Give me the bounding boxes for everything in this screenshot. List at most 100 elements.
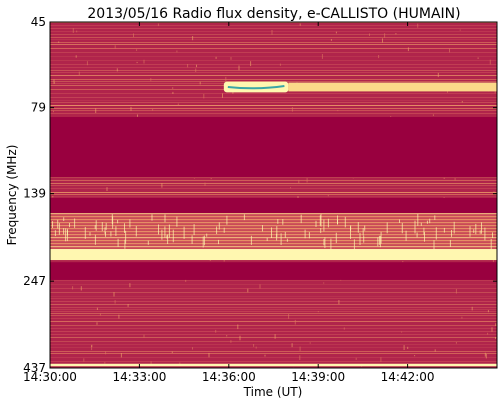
stripe-spike bbox=[112, 216, 114, 229]
stripe-spike bbox=[125, 230, 127, 244]
interference-speck bbox=[80, 286, 82, 291]
interference-speck bbox=[291, 107, 293, 112]
stripe-spike bbox=[330, 238, 332, 250]
stripe-spike bbox=[147, 240, 149, 245]
y-tick-label: 139 bbox=[23, 187, 46, 201]
stripe-spike bbox=[276, 226, 278, 237]
interference-speck bbox=[382, 38, 383, 43]
interference-speck bbox=[298, 179, 300, 184]
stripe-spike bbox=[335, 232, 337, 244]
channel-line bbox=[50, 280, 497, 281]
channel-line bbox=[50, 357, 497, 358]
stripe-spike bbox=[433, 240, 435, 250]
interference-speck bbox=[204, 182, 206, 186]
interference-speck bbox=[105, 351, 107, 355]
stripe-spike bbox=[286, 238, 288, 242]
stripe-spike bbox=[135, 226, 137, 237]
interference-speck bbox=[143, 334, 145, 338]
interference-speck bbox=[309, 342, 311, 344]
stripe bbox=[50, 243, 497, 245]
interference-speck bbox=[459, 29, 461, 31]
interference-speck bbox=[401, 331, 403, 333]
stripe bbox=[50, 216, 497, 218]
interference-speck bbox=[208, 352, 210, 358]
interference-speck bbox=[271, 30, 273, 35]
interference-speck bbox=[437, 72, 439, 78]
interference-speck bbox=[222, 93, 223, 98]
stripe-spike bbox=[117, 219, 119, 224]
x-tick-label: 14:39:00 bbox=[291, 370, 345, 384]
stripe-spike bbox=[243, 214, 245, 221]
interference-speck bbox=[120, 353, 122, 358]
bright-band bbox=[50, 363, 497, 367]
channel-line bbox=[50, 188, 497, 189]
stripe-spike bbox=[183, 226, 185, 239]
stripe-spike bbox=[203, 235, 205, 246]
stripe-spike bbox=[124, 239, 126, 249]
stripe-spike bbox=[172, 229, 174, 243]
stripe-spike bbox=[110, 231, 112, 237]
interference-speck bbox=[432, 114, 434, 116]
interference-speck bbox=[75, 55, 77, 58]
stripe-spike bbox=[405, 230, 407, 241]
narrowband-continuum bbox=[288, 82, 497, 92]
channel-line bbox=[50, 39, 497, 40]
interference-speck bbox=[471, 306, 473, 311]
channel-line bbox=[50, 361, 497, 362]
channel-line bbox=[50, 25, 497, 26]
interference-speck bbox=[171, 351, 173, 354]
x-tick-label: 14:42:00 bbox=[381, 370, 435, 384]
channel-line bbox=[50, 311, 497, 312]
stripe-spike bbox=[434, 215, 436, 220]
interference-speck bbox=[395, 33, 397, 35]
y-tick-label: 45 bbox=[31, 15, 46, 29]
channel-line bbox=[50, 192, 497, 193]
plot-frame bbox=[49, 21, 498, 369]
stripe-spike bbox=[167, 234, 169, 244]
stripe-spike bbox=[417, 213, 419, 226]
bright-band bbox=[50, 249, 497, 261]
interference-speck bbox=[53, 110, 54, 113]
x-tick-label: 14:30:00 bbox=[23, 370, 77, 384]
interference-speck bbox=[335, 31, 337, 34]
channel-line bbox=[50, 102, 497, 103]
interference-speck bbox=[53, 79, 55, 84]
channel-line bbox=[50, 185, 497, 186]
interference-speck bbox=[118, 314, 120, 319]
interference-speck bbox=[290, 187, 291, 189]
stripe-spike bbox=[94, 234, 96, 245]
stripe-spike bbox=[164, 226, 166, 238]
channel-line bbox=[50, 113, 497, 114]
channel-line bbox=[50, 97, 497, 98]
channel-line bbox=[50, 60, 497, 61]
stripe-spike bbox=[129, 219, 131, 228]
stripe bbox=[50, 228, 497, 230]
stripe bbox=[50, 240, 497, 242]
stripe-spike bbox=[226, 215, 228, 225]
channel-line bbox=[50, 344, 497, 345]
stripe-spike bbox=[95, 220, 97, 231]
interference-speck bbox=[106, 187, 108, 191]
x-axis-ticks: 14:30:00 14:33:00 14:36:00 14:39:00 14:42:00 bbox=[23, 22, 435, 384]
x-axis-label: Time (UT) bbox=[243, 385, 303, 399]
channel-line bbox=[50, 100, 497, 101]
interference-speck bbox=[91, 345, 93, 351]
stripe-spike bbox=[469, 226, 471, 237]
stripe-spike bbox=[435, 227, 437, 240]
interference-speck bbox=[130, 106, 132, 111]
channel-line bbox=[50, 52, 497, 53]
interference-speck bbox=[137, 114, 138, 117]
channel-line bbox=[50, 315, 497, 316]
interference-speck bbox=[96, 307, 98, 310]
channel-line bbox=[50, 180, 497, 181]
interference-speck bbox=[99, 313, 101, 316]
interference-speck bbox=[288, 314, 290, 319]
interference-speck bbox=[238, 65, 240, 71]
channel-line bbox=[50, 307, 497, 308]
interference-speck bbox=[114, 300, 116, 304]
interference-speck bbox=[104, 362, 106, 364]
interference-speck bbox=[195, 68, 197, 72]
interference-speck bbox=[161, 183, 163, 188]
interference-speck bbox=[150, 78, 152, 81]
